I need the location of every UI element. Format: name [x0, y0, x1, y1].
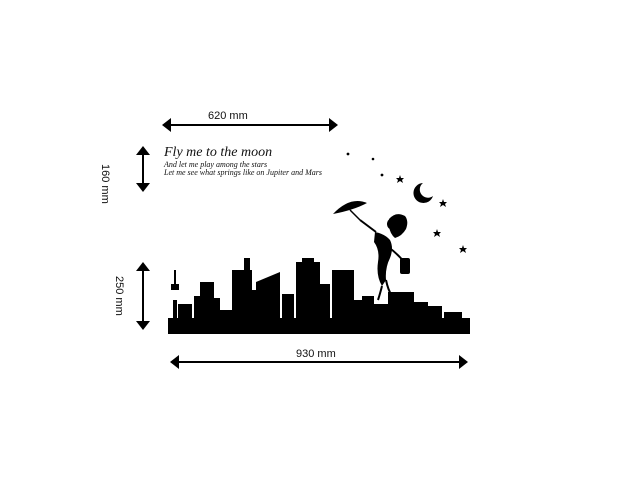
poem-line-3: Let me see what springs like on Jupiter … — [164, 168, 322, 178]
skyline-height-dimension-arrow — [136, 262, 150, 330]
flying-girl-with-umbrella — [333, 201, 410, 301]
poem-line-2: And let me play among the stars — [164, 159, 268, 169]
city-skyline — [168, 258, 470, 334]
bottom-width-label: 930 mm — [296, 348, 336, 360]
bottom-dimension-arrow — [170, 355, 468, 369]
top-width-label: 620 mm — [208, 110, 248, 122]
text-height-dimension-arrow — [136, 146, 150, 192]
text-height-label: 160 mm — [99, 164, 111, 204]
stars — [346, 152, 467, 253]
poem-line-1: Fly me to the moon — [164, 145, 273, 160]
skyline-height-label: 250 mm — [113, 276, 125, 316]
top-dimension-arrow — [162, 118, 338, 132]
moon-icon — [413, 183, 433, 203]
poem-text: Fly me to the moon And let me play among… — [164, 145, 322, 178]
